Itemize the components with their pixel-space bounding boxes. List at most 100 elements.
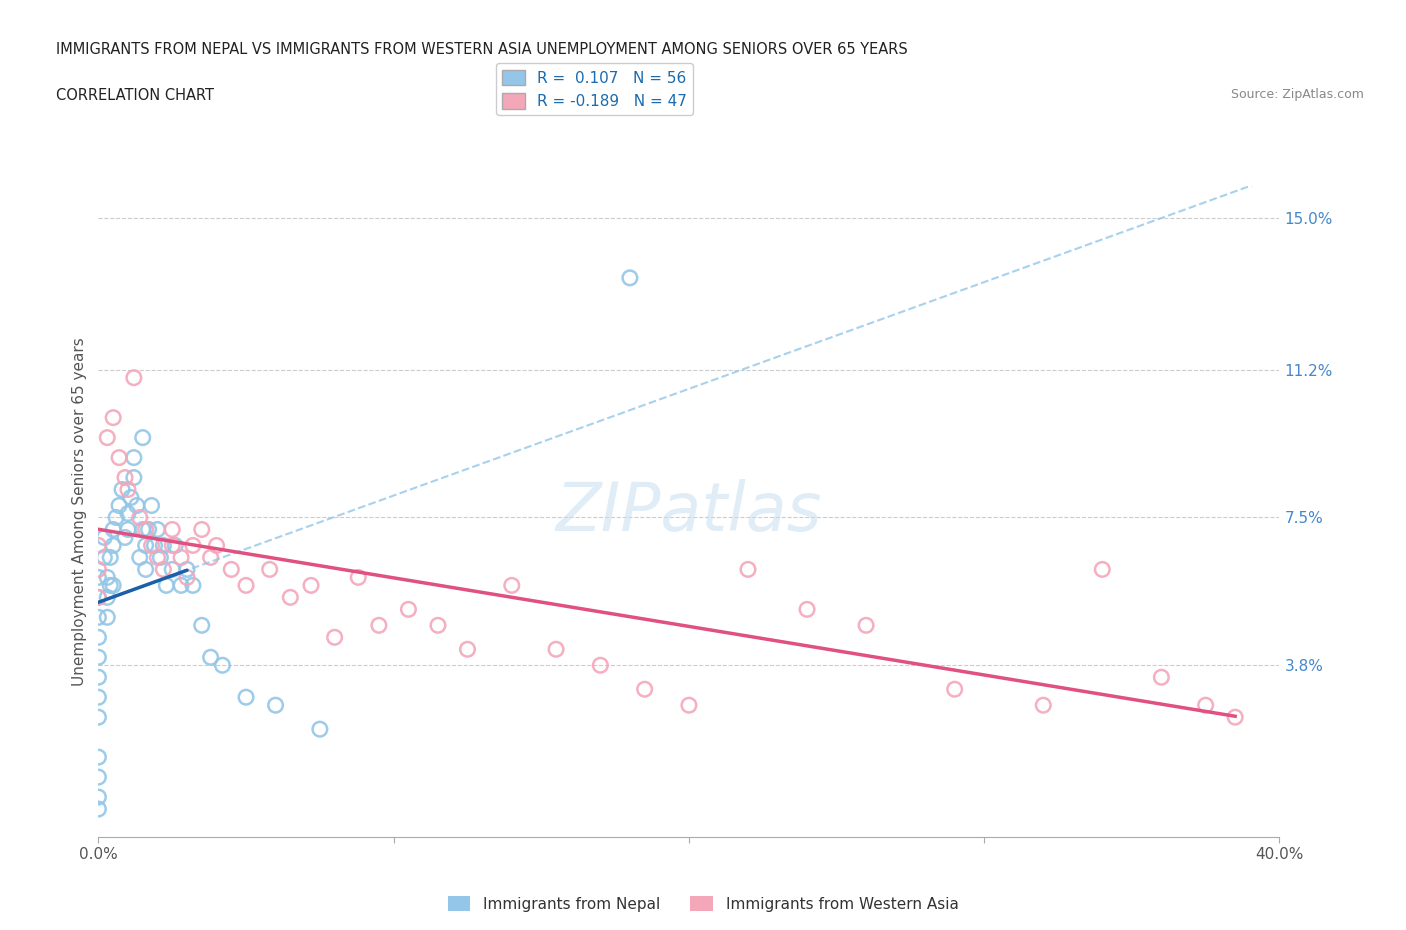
Point (122, 470, 145, 485)
Point (176, 562, 198, 577)
Point (796, 602, 818, 617)
Point (152, 538, 174, 553)
Point (200, 650, 222, 665)
Point (737, 562, 759, 577)
Point (103, 538, 125, 553)
Point (117, 482, 139, 497)
Point (181, 578, 204, 592)
Point (170, 550, 193, 565)
Point (165, 538, 187, 553)
Point (170, 578, 193, 592)
Point (117, 506, 139, 521)
Point (347, 570, 370, 585)
Point (98, 550, 121, 565)
Point (105, 510, 128, 525)
Point (135, 538, 157, 553)
Point (546, 642, 568, 657)
Point (141, 538, 163, 553)
Point (87, 802, 110, 817)
Legend: R =  0.107   N = 56, R = -0.189   N = 47: R = 0.107 N = 56, R = -0.189 N = 47 (496, 63, 693, 115)
Point (855, 618, 877, 632)
Point (96, 610, 118, 625)
Text: IMMIGRANTS FROM NEPAL VS IMMIGRANTS FROM WESTERN ASIA UNEMPLOYMENT AMONG SENIORS: IMMIGRANTS FROM NEPAL VS IMMIGRANTS FROM… (56, 42, 908, 57)
Legend: Immigrants from Nepal, Immigrants from Western Asia: Immigrants from Nepal, Immigrants from W… (441, 889, 965, 918)
Point (211, 658, 233, 672)
Point (323, 630, 346, 644)
Point (200, 550, 222, 565)
Point (368, 618, 391, 632)
Point (619, 271, 641, 286)
Point (162, 522, 183, 537)
Point (96, 590, 118, 604)
Point (93, 530, 115, 545)
Point (120, 490, 142, 505)
Point (1091, 562, 1114, 577)
Point (87, 670, 110, 684)
Point (427, 618, 450, 632)
Point (162, 562, 183, 577)
Point (191, 618, 214, 632)
Text: ZIPatlas: ZIPatlas (555, 479, 823, 544)
Point (633, 682, 655, 697)
Point (143, 538, 166, 553)
Point (219, 562, 242, 577)
Point (152, 562, 174, 577)
Point (87, 690, 110, 705)
Point (87, 538, 110, 553)
Point (299, 578, 322, 592)
Point (162, 538, 183, 553)
Point (132, 431, 155, 445)
Point (87, 750, 110, 764)
Point (98, 578, 121, 592)
Point (135, 562, 157, 577)
Point (235, 578, 257, 592)
Point (259, 562, 281, 577)
Point (93, 550, 115, 565)
Text: CORRELATION CHART: CORRELATION CHART (56, 88, 214, 103)
Point (264, 698, 287, 712)
Point (1195, 698, 1218, 712)
Point (501, 578, 523, 592)
Point (155, 578, 177, 592)
Point (146, 550, 169, 565)
Point (122, 450, 145, 465)
Point (87, 590, 110, 604)
Point (309, 722, 332, 737)
Point (456, 642, 478, 657)
Point (1150, 670, 1173, 684)
Point (87, 710, 110, 724)
Point (176, 570, 198, 585)
Point (87, 562, 110, 577)
Point (278, 590, 302, 604)
Point (146, 522, 169, 537)
Point (128, 550, 150, 565)
Point (114, 530, 136, 545)
Y-axis label: Unemployment Among Seniors over 65 years: Unemployment Among Seniors over 65 years (72, 338, 87, 686)
Point (87, 610, 110, 625)
Point (191, 522, 214, 537)
Point (87, 630, 110, 644)
Point (122, 370, 145, 385)
Point (87, 570, 110, 585)
Point (235, 690, 257, 705)
Point (108, 450, 131, 465)
Point (181, 538, 204, 553)
Point (1223, 710, 1246, 724)
Point (589, 658, 612, 672)
Point (111, 482, 134, 497)
Point (205, 538, 228, 553)
Point (149, 550, 172, 565)
Point (87, 770, 110, 785)
Point (87, 590, 110, 604)
Point (1032, 698, 1054, 712)
Point (125, 498, 148, 513)
Point (135, 522, 157, 537)
Point (114, 470, 136, 485)
Point (396, 602, 419, 617)
Point (132, 522, 155, 537)
Point (943, 682, 966, 697)
Point (678, 698, 700, 712)
Point (96, 431, 118, 445)
Point (103, 410, 125, 425)
Point (87, 650, 110, 665)
